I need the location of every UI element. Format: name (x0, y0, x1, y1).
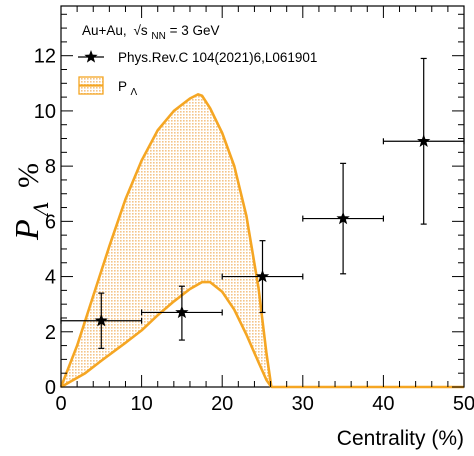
x-tick-label: 0 (55, 393, 66, 415)
x-tick-label: 40 (372, 393, 394, 415)
y-tick-label: 10 (34, 101, 56, 123)
data-point (141, 285, 223, 341)
y-tick-label: 4 (45, 267, 56, 289)
x-tick-label: 30 (292, 393, 314, 415)
legend-header: Au+Au, √s NN = 3 GeV (82, 23, 220, 42)
legend-entry-band-main: P (118, 79, 127, 94)
star-marker (94, 313, 108, 327)
legend-entry-data: Phys.Rev.C 104(2021)6,L061901 (118, 50, 317, 65)
y-axis-title: P Λ % (9, 163, 53, 241)
star-marker (336, 211, 350, 225)
y-tick-label: 6 (45, 211, 56, 233)
y-tick-label: 8 (45, 156, 56, 178)
legend-header-sub: NN (151, 31, 165, 42)
y-tick-label: 12 (34, 46, 56, 68)
data-points (60, 57, 465, 349)
y-axis-title-unit: % (12, 163, 45, 188)
data-point (60, 292, 143, 349)
legend-entry-band: P Λ (118, 79, 138, 98)
band-fill (61, 94, 272, 387)
band-upper-line (59, 93, 273, 388)
legend-header-system: Au+Au, (82, 23, 127, 38)
y-tick-label: 0 (45, 377, 56, 399)
legend-header-energy: = 3 GeV (170, 23, 220, 38)
star-marker (417, 134, 431, 147)
y-axis-title-main: P (9, 219, 46, 241)
legend-entry-band-sub: Λ (131, 87, 138, 98)
axis-ticks: 0 10 20 30 40 50 0 2 4 6 8 10 12 (34, 6, 474, 415)
y-tick-label: 2 (45, 322, 56, 344)
data-point (382, 57, 465, 225)
legend-header-sqrt: √s (133, 23, 147, 38)
legend: Au+Au, √s NN = 3 GeV Phys.Rev.C 104(2021… (78, 23, 317, 98)
x-tick-label: 50 (453, 393, 474, 415)
y-axis-title-sub: Λ (29, 202, 53, 218)
band-lower-line (60, 280, 273, 389)
data-point (302, 162, 384, 275)
data-point (221, 240, 304, 314)
plot-frame (60, 5, 465, 388)
legend-star-marker (84, 50, 98, 63)
star-marker (175, 305, 189, 319)
star-marker (255, 269, 270, 283)
x-tick-label: 20 (211, 393, 233, 415)
x-tick-label: 10 (130, 393, 152, 415)
x-axis-title: Centrality (%) (337, 427, 464, 450)
